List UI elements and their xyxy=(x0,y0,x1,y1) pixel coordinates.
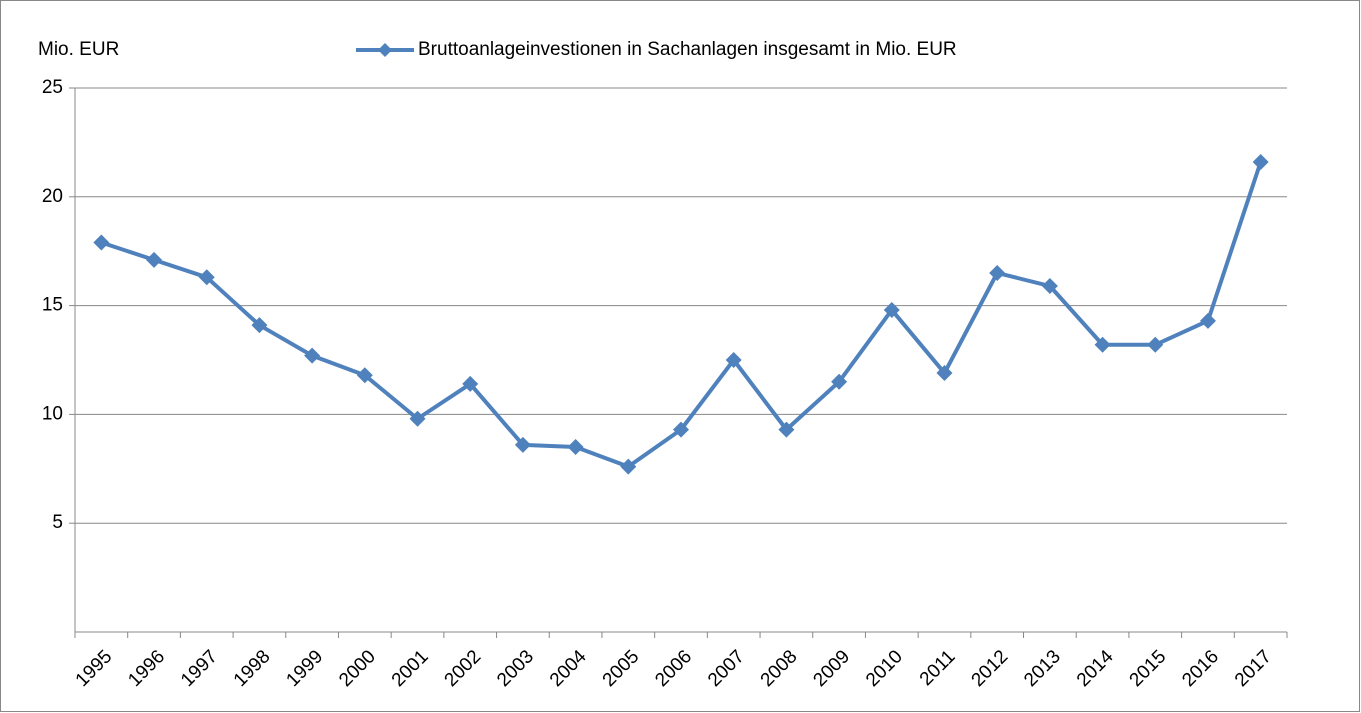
data-point xyxy=(93,234,110,251)
legend-label: Bruttoanlageinvestionen in Sachanlagen i… xyxy=(418,39,957,60)
y-tick-label: 10 xyxy=(42,403,63,424)
data-point xyxy=(146,251,163,268)
legend-marker xyxy=(378,43,392,57)
data-point xyxy=(620,458,637,475)
data-point xyxy=(673,421,689,438)
data-point xyxy=(1199,312,1216,329)
y-tick-label: 25 xyxy=(42,77,63,98)
y-tick-label: 20 xyxy=(42,186,63,207)
data-point xyxy=(1147,336,1164,353)
data-point xyxy=(936,365,953,382)
data-point xyxy=(725,352,742,368)
y-tick-label: 5 xyxy=(52,512,63,533)
data-point xyxy=(567,439,584,456)
data-point xyxy=(1094,336,1111,353)
data-point xyxy=(198,269,215,286)
data-point xyxy=(304,347,321,364)
data-point xyxy=(1252,153,1269,170)
data-point xyxy=(989,264,1006,281)
data-point xyxy=(514,436,531,453)
data-point xyxy=(356,367,373,384)
y-tick-label: 15 xyxy=(42,295,63,316)
data-point xyxy=(1041,278,1058,295)
data-point xyxy=(462,375,479,392)
y-axis-label: Mio. EUR xyxy=(38,39,119,60)
data-point xyxy=(251,317,268,334)
data-point xyxy=(409,410,426,427)
data-point xyxy=(778,421,795,438)
data-point xyxy=(831,373,848,390)
data-point xyxy=(883,301,900,318)
